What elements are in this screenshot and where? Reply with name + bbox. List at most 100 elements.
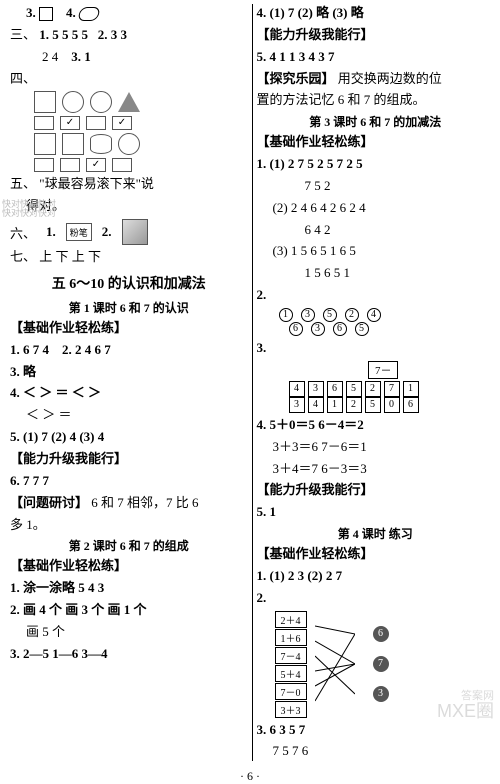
match-l-5: 3＋3 [275,701,307,718]
l1-3: 3. 略 [10,363,248,382]
qi-label: 七、 [10,249,36,264]
unit-title: 五 6～10 的认识和加减法 [10,273,248,293]
chalk-box-icon: 粉笔 [66,223,92,241]
san-1: 1. 5 5 5 5 [39,27,88,42]
l1-4a: 4. ＜ ＞ ＝ ＜ ＞ [10,384,248,403]
box3-t-3: 5 [346,381,362,397]
l3-1-2b: 6 4 2 [257,221,495,240]
section-6: 六、 1. 粉笔 2. [10,219,248,245]
base-heading-2: 【基础作业轻松练】 [10,557,248,576]
box3-b-2: 1 [327,397,343,413]
lesson-1-title: 第 1 课时 6 和 7 的认识 [10,299,248,316]
box3-b-6: 6 [403,397,419,413]
wu-label: 五、 [10,176,36,191]
box3-t-2: 6 [327,381,343,397]
r-5: 5. 4 1 1 3 4 3 7 [257,48,495,67]
box3-b-5: 0 [384,397,400,413]
explore-text-2: 置的方法记忆 6 和 7 的组成。 [257,91,495,110]
box3-t-5: 7 [384,381,400,397]
l1-4b: ＜ ＞ ＝ [10,406,248,425]
section-7: 七、 上 下 上 下 [10,248,248,267]
wu-text: "球最容易滚下来"说 [39,176,154,191]
box3-t-6: 1 [403,381,419,397]
match-right-col: 6 7 3 [363,626,389,702]
explore-text-1: 用交换两边数的位 [338,71,442,86]
diagram-2: 1 3 5 2 4 6 3 6 5 [257,308,495,336]
row-3-4: 3. 4. [10,4,248,23]
lesson-3-title: 第 3 课时 6 和 7 的加减法 [257,113,495,130]
base-heading-r2: 【基础作业轻松练】 [257,545,495,564]
match-l-1: 1＋6 [275,629,307,646]
ability-heading-r2: 【能力升级我能行】 [257,481,495,500]
l1-1: 1. 6 7 4 [10,342,49,357]
lesson-4-title: 第 4 课时 练习 [257,525,495,542]
tickbox-checked: ✓ [112,116,132,130]
d2-t2: 5 [323,308,337,322]
tickbox [34,158,54,172]
box-icon [34,133,56,155]
page-number: · 6 · [0,769,500,784]
tick-row-2: ✓ [10,158,248,172]
liu-1: 1. [46,224,56,240]
match-lines-icon [315,619,355,709]
d2-t1: 3 [301,308,315,322]
san-3: 2 4 [42,49,58,64]
boxes3-top: 4 3 6 5 2 7 1 [273,381,495,397]
d2-b1: 3 [311,322,325,336]
discuss-text: 6 和 7 相邻，7 比 6 [91,495,198,510]
l3-3-label: 3. [257,339,495,358]
box3-b-1: 4 [308,397,324,413]
circle-icon [90,91,112,113]
san-4: 3. 1 [71,49,91,64]
shape-row-1 [10,91,248,113]
square-icon [39,7,53,21]
l2-1: 1. 涂一涂略 5 4 3 [10,579,248,598]
match-r-0: 6 [373,626,389,642]
l3-4a: 4. 5＋0＝5 6－4＝2 [257,416,495,435]
l1-row1: 1. 6 7 4 2. 2 4 6 7 [10,341,248,360]
box3-b-3: 2 [346,397,362,413]
tickbox [60,158,80,172]
l2-2a: 2. 画 4 个 画 3 个 画 1 个 [10,601,248,620]
right-column: 4. (1) 7 (2) 略 (3) 略 【能力升级我能行】 5. 4 1 1 … [257,4,495,761]
l4-1: 1. (1) 2 3 (2) 2 7 [257,567,495,586]
l3-1-2: (2) 2 4 6 4 2 6 2 4 [257,199,495,218]
page-container: 3. 4. 三、 1. 5 5 5 5 2. 3 3 2 4 3. 1 四、 [0,0,500,765]
box3-b-0: 3 [289,397,305,413]
item-4-label: 4. [66,5,76,20]
cube-shape-icon [122,219,148,245]
san-label: 三、 [10,27,36,42]
explore-heading: 【探究乐园】 [257,71,335,86]
sphere-icon [62,91,84,113]
l4-3b: 7 5 7 6 [257,742,495,761]
ability-heading-1: 【能力升级我能行】 [10,450,248,469]
l3-1-3: (3) 1 5 6 5 1 6 5 [257,242,495,261]
ability-heading-r1: 【能力升级我能行】 [257,26,495,45]
watermark-primary: MXE圈 [437,697,494,723]
box-icon [62,133,84,155]
d2-b0: 6 [289,322,303,336]
l2-3: 3. 2—5 1—6 3—4 [10,645,248,664]
discuss-heading: 【问题研讨】 [10,495,88,510]
cube-icon [34,91,56,113]
d2-t4: 4 [367,308,381,322]
tickbox-checked: ✓ [60,116,80,130]
match-r-1: 7 [373,656,389,672]
l3-4b: 3＋3＝6 7－6＝1 [257,438,495,457]
diag2-bot-row: 6 3 6 5 [273,322,495,336]
seven-box: 7－ [368,361,398,379]
d2-t0: 1 [279,308,293,322]
base-heading-1: 【基础作业轻松练】 [10,319,248,338]
liu-label: 六、 [10,223,36,242]
match-left-col: 2＋4 1＋6 7－4 5＋4 7－0 3＋3 [265,611,307,718]
box3-t-1: 3 [308,381,324,397]
discuss-row: 【问题研讨】 6 和 7 相邻，7 比 6 [10,494,248,513]
l4-2-label: 2. [257,589,495,608]
box3-t-4: 2 [365,381,381,397]
eraser-icon [77,7,101,21]
diag2-top-row: 1 3 5 2 4 [273,308,495,322]
section-5: 五、 "球最容易滚下来"说 [10,175,248,194]
box3-b-4: 5 [365,397,381,413]
base-heading-r1: 【基础作业轻松练】 [257,133,495,152]
l1-5: 5. (1) 7 (2) 4 (3) 4 [10,428,248,447]
